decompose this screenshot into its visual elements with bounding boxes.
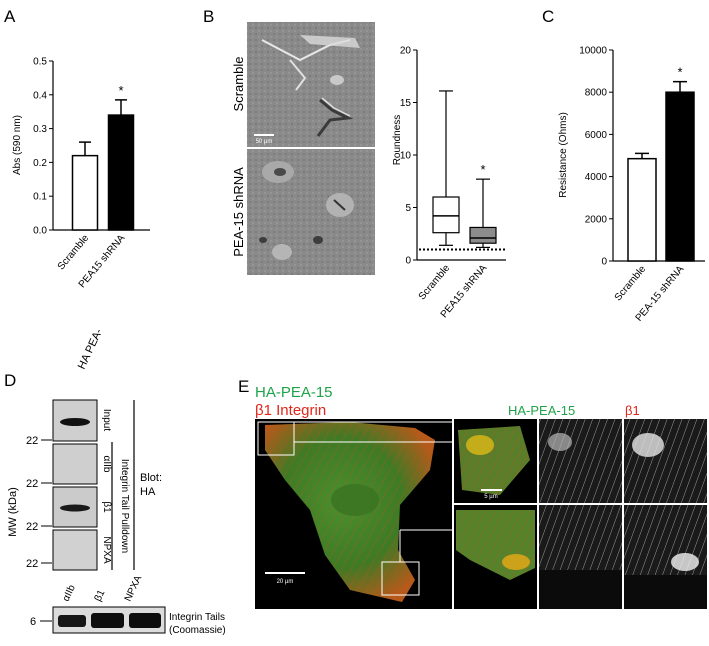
x-tick-label: PEA15 shRNA: [439, 263, 490, 321]
panel-b-ylabel: Roundness: [392, 115, 403, 166]
col-label-red: β1: [625, 403, 640, 418]
y-tick-label: 15: [400, 98, 412, 109]
panel-d-letter: D: [4, 371, 16, 390]
main-scale-label: 20 µm: [277, 579, 294, 585]
row-label-input: Input: [101, 409, 112, 431]
y-tick-label: 20: [400, 46, 412, 57]
panel-c-axis: 0 2000 4000 6000 8000 10000: [579, 46, 705, 268]
y-tick-label: 0.0: [33, 226, 47, 237]
panel-e-title-red: β1 Integrin: [255, 402, 326, 419]
lane-label-aiib: αIIb: [61, 583, 78, 603]
x-tick-label: Scramble: [613, 264, 649, 304]
box: [469, 226, 497, 244]
bar: [627, 157, 657, 262]
significance-mark: *: [480, 162, 485, 177]
panel-e-micrographs: E HA-PEA-15 β1 Integrin HA-PEA-15 β1 20 …: [238, 377, 707, 609]
panel-c-letter: C: [542, 7, 554, 26]
panel-a: A Abs (590 nm) 0.0 0.1 0.2 0.3 0.4 0.5 Scramb…: [0, 0, 170, 330]
panel-e-letter: E: [238, 377, 249, 396]
coomassie-label-1: Integrin Tails: [169, 612, 225, 623]
panel-d-header: HA PEA-15: [76, 330, 110, 371]
mw-marker-1: 22: [26, 435, 38, 447]
panel-b-letter: B: [203, 7, 214, 26]
row-label-aiib: αIIb: [101, 456, 112, 473]
mw-marker-4: 22: [26, 558, 38, 570]
shrna-micrograph: [247, 149, 375, 275]
panel-d-blot: D HA PEA-15 MW (kDa) Input αIIb β1 NPXA …: [4, 330, 226, 636]
panel-b-axis: 0 5 10 15 20: [400, 46, 506, 267]
shrna-image-label: PEA-15 shRNA: [231, 167, 246, 257]
blot-aiib: [52, 443, 98, 485]
y-tick-label: 0.3: [33, 124, 47, 135]
lane-label-npxa: NPXA: [123, 574, 145, 604]
lane-label-b1: β1: [93, 588, 108, 603]
panel-d: D HA PEA-15 MW (kDa) Input αIIb β1 NPXA …: [0, 330, 230, 646]
col-label-green: HA-PEA-15: [508, 403, 575, 418]
y-tick-label: 0.1: [33, 192, 47, 203]
panel-c-ylabel: Resistance (Ohms): [558, 112, 569, 198]
zoom-row-2: [454, 505, 707, 609]
panel-a-chart: A Abs (590 nm) 0.0 0.1 0.2 0.3 0.4 0.5 Scramb…: [4, 7, 150, 290]
blot-npxa: [52, 529, 98, 571]
blot-label-1: Blot:: [140, 472, 162, 484]
y-tick-label: 0: [601, 257, 607, 268]
y-tick-label: 6000: [585, 130, 608, 141]
panel-e: E HA-PEA-15 β1 Integrin HA-PEA-15 β1 20 …: [230, 330, 709, 646]
coomassie-label-2: (Coomassie): [169, 625, 226, 636]
bottom-mw-marker: 6: [30, 616, 36, 628]
panel-a-ylabel: Abs (590 nm): [12, 115, 23, 175]
mw-marker-3: 22: [26, 521, 38, 533]
blot-label-2: HA: [140, 486, 156, 498]
bar: [71, 154, 99, 231]
panel-c: C Resistance (Ohms) 0 2000 4000 6000 8000 100…: [530, 0, 709, 330]
scramble-scale-label: 50 µm: [256, 139, 273, 145]
main-merged-image: 20 µm: [255, 419, 452, 609]
significance-mark: *: [677, 65, 682, 80]
panel-a-letter: A: [4, 7, 16, 26]
y-tick-label: 5: [405, 203, 411, 214]
y-tick-label: 0.2: [33, 158, 47, 169]
scramble-micrograph: 50 µm: [247, 22, 375, 147]
panel-d-mw-label: MW (kDa): [7, 487, 19, 537]
bar: [665, 91, 695, 262]
mw-marker-2: 22: [26, 478, 38, 490]
y-tick-label: 10000: [579, 46, 607, 57]
pulldown-label: Integrin Tail Pulldown: [119, 459, 130, 553]
y-tick-label: 0: [405, 256, 411, 267]
scramble-image-label: Scramble: [231, 57, 246, 112]
y-tick-label: 2000: [585, 214, 608, 225]
row-label-npxa: NPXA: [101, 536, 112, 564]
y-tick-label: 10: [400, 151, 412, 162]
panel-a-axis: 0.0 0.1 0.2 0.3 0.4 0.5: [33, 57, 150, 237]
y-tick-label: 0.4: [33, 90, 47, 101]
significance-mark: *: [118, 83, 123, 98]
x-tick-label: Scramble: [417, 263, 453, 303]
y-tick-label: 4000: [585, 172, 608, 183]
panel-e-title-green: HA-PEA-15: [255, 384, 333, 401]
y-tick-label: 8000: [585, 88, 608, 99]
box: [432, 196, 460, 234]
zoom-scale-label: 5 µm: [484, 494, 497, 500]
x-tick-label: Scramble: [56, 233, 92, 273]
row-label-b1: β1: [101, 501, 112, 513]
y-tick-label: 0.5: [33, 57, 47, 68]
bar: [107, 114, 135, 231]
zoom-row-1: 5 µm: [454, 419, 707, 503]
panel-c-chart: C Resistance (Ohms) 0 2000 4000 6000 8000 100…: [542, 7, 705, 324]
